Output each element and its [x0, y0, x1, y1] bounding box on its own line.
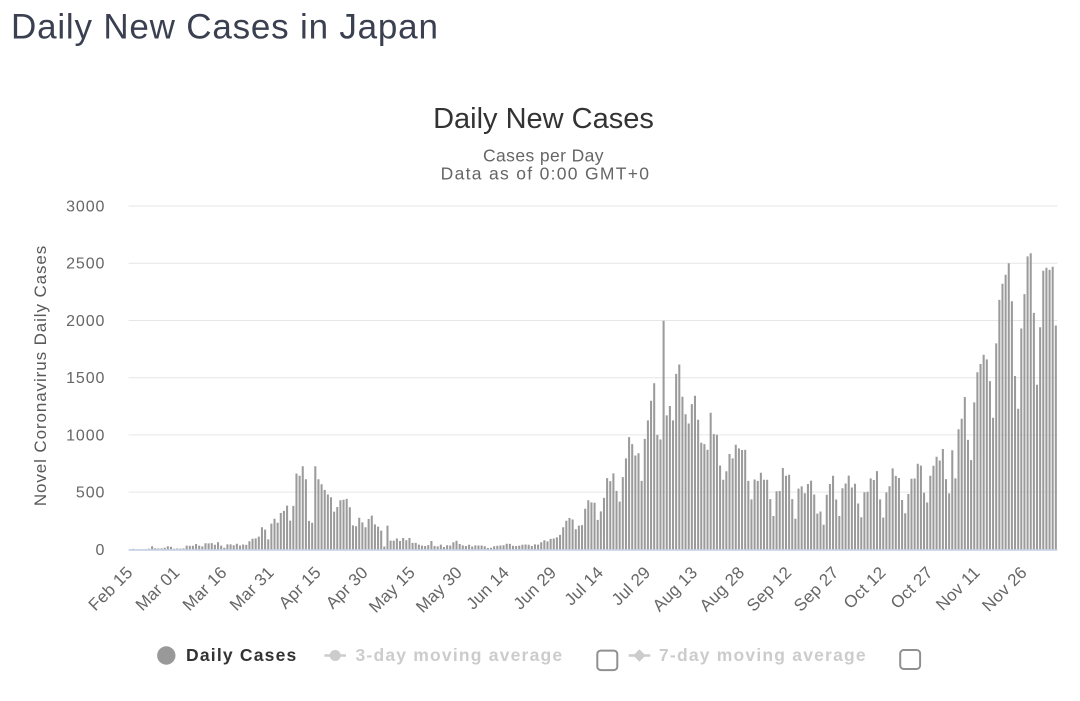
- svg-text:Data as of 0:00 GMT+0: Data as of 0:00 GMT+0: [441, 164, 651, 184]
- svg-text:3000: 3000: [66, 199, 105, 216]
- svg-text:Novel Coronavirus Daily Cases: Novel Coronavirus Daily Cases: [31, 245, 50, 506]
- svg-text:500: 500: [76, 485, 105, 502]
- svg-text:Daily New Cases in Japan: Daily New Cases in Japan: [11, 8, 439, 47]
- svg-text:1000: 1000: [66, 427, 105, 444]
- svg-text:1500: 1500: [66, 370, 105, 387]
- svg-text:2500: 2500: [66, 256, 105, 273]
- svg-text:2000: 2000: [66, 313, 105, 330]
- svg-text:Daily Cases: Daily Cases: [186, 645, 297, 665]
- svg-text:7-day moving average: 7-day moving average: [659, 645, 867, 665]
- svg-text:0: 0: [95, 542, 105, 559]
- svg-text:3-day moving average: 3-day moving average: [356, 645, 564, 665]
- svg-text:Cases per Day: Cases per Day: [483, 145, 604, 165]
- svg-text:Daily New Cases: Daily New Cases: [433, 103, 654, 135]
